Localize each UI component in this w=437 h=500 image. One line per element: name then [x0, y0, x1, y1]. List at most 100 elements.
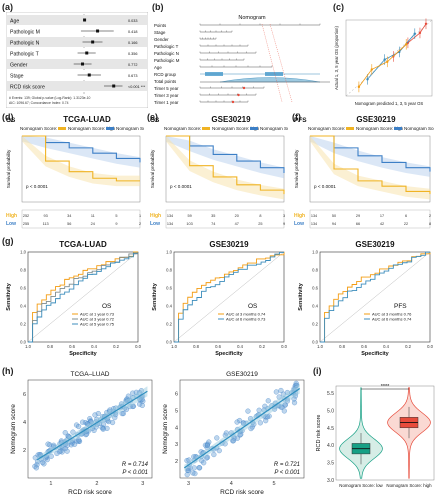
roc-xtick: 1.0 — [171, 344, 177, 349]
roc-xtick: 0.8 — [193, 344, 199, 349]
roc-ytick: 0.2 — [166, 322, 172, 327]
forest-hr-mark — [87, 73, 91, 77]
scatter-r: R = 0.714 — [122, 462, 149, 468]
nomogram-row-label: Timer 5 year — [154, 86, 179, 91]
panel-label-i: (i) — [313, 366, 322, 376]
scatter-r: R = 0.721 — [274, 462, 300, 468]
km-low-ci-band — [310, 136, 430, 177]
roc-legend-entry: AUC at 3 months 0.74 — [226, 312, 266, 317]
km-high-ci-band — [166, 136, 284, 200]
scatter-point — [95, 410, 101, 417]
km-pvalue: p < 0.0001 — [314, 184, 336, 189]
km-risk-high-count: 93 — [43, 214, 47, 218]
scatter-point — [56, 449, 63, 455]
km-risk-frame — [21, 209, 141, 229]
km-risk-high-count: 29 — [356, 214, 360, 218]
scatter-point — [214, 435, 220, 441]
scatter-point — [230, 438, 237, 444]
scatter-point — [100, 426, 106, 432]
violin-ytick: 3.5 — [327, 461, 334, 467]
roc-ytick: 0.8 — [312, 268, 318, 273]
forest-hr-mark — [96, 29, 100, 33]
scatter-fit-line — [36, 390, 148, 461]
scatter-point — [45, 441, 51, 447]
roc-ytick: 0.2 — [312, 322, 318, 327]
scatter-point — [273, 389, 279, 395]
km-risk-low-count: 113 — [43, 222, 49, 226]
scatter-point — [236, 417, 243, 424]
forest-footer: # Events: 139; Global p-value (Log-Rank)… — [9, 96, 91, 100]
forest-row-label: Gender — [10, 63, 28, 69]
km-risk-high-count: 34 — [67, 214, 71, 218]
km-ylabel: Survival probability — [150, 149, 155, 188]
km-risk-high-count: 5 — [115, 214, 117, 218]
forest-row-label: Age — [10, 19, 19, 25]
nomogram-guide — [269, 23, 293, 103]
forest-row-label: Pathologic T — [10, 52, 40, 58]
roc-title: GSE30219 — [355, 240, 395, 249]
km-risk-low-count: 134 — [167, 222, 173, 226]
scatter-fit-line — [183, 387, 301, 469]
roc-legend-entry: AUC at 5 year 0.75 — [80, 322, 115, 327]
scatter-point — [109, 419, 116, 426]
roc-xlabel: Specificity — [361, 351, 389, 357]
scatter-point — [201, 460, 207, 466]
roc-ylabel: Sensitivity — [6, 282, 12, 310]
panel-label-f: (f) — [292, 112, 301, 122]
km-low-ci-band — [166, 136, 284, 179]
km-risk-low-count: 22 — [404, 222, 408, 226]
nomogram-row-label: Timer 3 year — [154, 93, 179, 98]
calibration-diagonal — [345, 19, 433, 97]
scatter-point — [197, 465, 203, 471]
panel-label-e: (e) — [147, 112, 158, 122]
scatter-xtick: 5 — [273, 481, 276, 487]
panel-label-h: (h) — [2, 366, 14, 376]
forest-row-label: Stage — [10, 74, 24, 80]
km-risk-high-label: High — [150, 213, 161, 219]
km-risk-high-count: 1 — [139, 214, 141, 218]
roc-xtick: 0.4 — [383, 344, 389, 349]
nomogram-row-label: Age — [154, 65, 162, 70]
km-ylabel: Survival probability — [294, 149, 299, 188]
calibration-line — [358, 44, 407, 88]
scatter-ytick: 4 — [23, 420, 26, 426]
nomogram-row-label: Pathologic T — [154, 44, 179, 49]
violin-ytick: 3.0 — [327, 478, 334, 484]
km-high-curve — [22, 135, 140, 182]
km-risk-low-count: 25 — [258, 222, 262, 226]
scatter-ylabel: Nomogram score — [10, 404, 17, 454]
km-risk-high-count: 20 — [235, 214, 239, 218]
panel-label-d: (d) — [2, 112, 14, 122]
roc-xtick: 0.2 — [405, 344, 411, 349]
roc-legend-entry: AUC at 3 year 0.72 — [80, 317, 115, 322]
calibration-point — [413, 32, 416, 35]
scatter-point — [234, 419, 240, 425]
roc-xtick: 0.0 — [281, 344, 287, 349]
violin-chart: 3.0 3.5 4.0 4.5 5.0 5.5 Nomogram Score: low Nom… — [316, 384, 435, 488]
forest-hr-mark — [81, 62, 85, 66]
roc-title: TCGA-LUAD — [59, 240, 107, 249]
panel-label-b: (b) — [152, 2, 164, 12]
km-risk-low-count: 134 — [311, 222, 317, 226]
scatter-xtick: 1 — [49, 481, 52, 487]
scatter-point — [190, 470, 196, 476]
scatter-ylabel: Nomogram score — [162, 404, 169, 454]
scatter-ytick: 3 — [175, 442, 178, 448]
km-low-ci-band — [22, 136, 140, 168]
scatter-point — [278, 387, 284, 394]
km-legend-low: Nomogram Score: low — [260, 126, 288, 131]
km-risk-high-count: 8 — [259, 214, 261, 218]
nomogram-marker — [237, 93, 240, 97]
scatter-xlabel: RCD risk score — [220, 489, 264, 496]
violin-ytick: 5.0 — [327, 408, 334, 414]
scatter-point — [204, 442, 210, 448]
roc-ytick: 1.0 — [166, 250, 172, 255]
roc-diagonal — [27, 251, 139, 343]
scatter-ytick: 2 — [175, 459, 178, 465]
forest-p-value: 0.772 — [128, 63, 138, 67]
scatter-title: TCGA–LUAD — [70, 371, 109, 378]
scatter-p: P < 0.001 — [122, 470, 148, 476]
nomogram-chart: Nomogram Points Stage Gender Pathologic T Pat… — [154, 15, 330, 105]
forest-hr-mark — [85, 51, 89, 55]
roc-ylabel: Sensitivity — [298, 282, 304, 310]
